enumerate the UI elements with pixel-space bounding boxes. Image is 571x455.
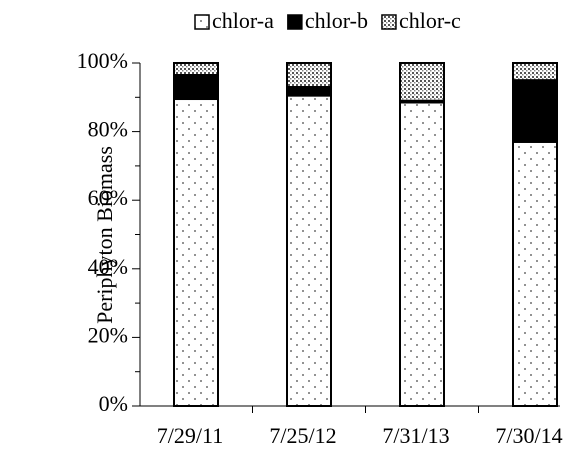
legend-swatch <box>194 14 210 30</box>
y-tick-label: 100% <box>77 48 128 73</box>
legend-label: chlor-c <box>399 8 461 33</box>
bar-segment <box>286 94 332 408</box>
bar-segment <box>512 79 558 143</box>
y-tick-label: 20% <box>88 322 128 347</box>
bar-segment <box>512 62 558 82</box>
legend-label: chlor-a <box>212 8 274 33</box>
bar-segment <box>512 140 558 407</box>
bar-segment <box>399 62 445 102</box>
legend-swatch <box>287 14 303 30</box>
x-tick-label: 7/25/12 <box>269 423 336 448</box>
bar-segment <box>173 98 219 407</box>
y-axis-title: Periphyton Biomass <box>92 146 117 324</box>
legend-swatch <box>381 14 397 30</box>
y-tick-label: 60% <box>88 185 128 210</box>
x-tick-label: 7/30/14 <box>495 423 562 448</box>
y-tick-label: 0% <box>99 391 128 416</box>
y-tick-label: 80% <box>88 117 128 142</box>
x-tick-label: 7/31/13 <box>382 423 449 448</box>
x-tick-label: 7/29/11 <box>157 423 223 448</box>
bar-segment <box>173 74 219 101</box>
bar-segment <box>286 62 332 89</box>
bar-segment <box>399 101 445 407</box>
bar-segment <box>173 62 219 77</box>
legend-label: chlor-b <box>305 8 368 33</box>
bar-segment <box>286 86 332 97</box>
y-tick-label: 40% <box>88 254 128 279</box>
